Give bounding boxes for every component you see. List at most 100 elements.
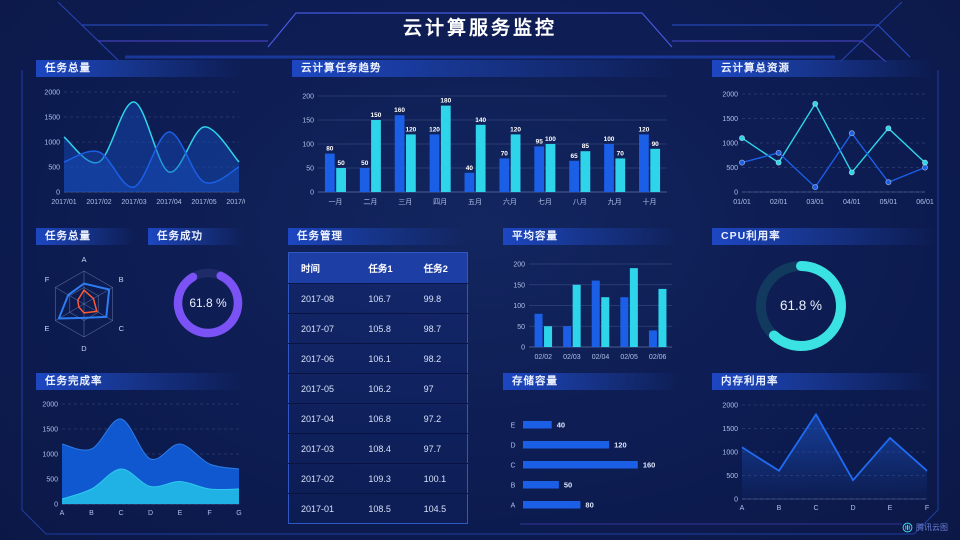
svg-text:三月: 三月 — [398, 198, 412, 206]
svg-text:02/06: 02/06 — [649, 354, 667, 361]
table-row: 2017-04 106.8 97.2 — [288, 403, 468, 434]
svg-text:2000: 2000 — [44, 90, 60, 97]
svg-text:02/04: 02/04 — [592, 354, 610, 361]
svg-text:02/05: 02/05 — [620, 354, 638, 361]
svg-text:D: D — [148, 510, 153, 517]
svg-text:A: A — [740, 505, 745, 512]
task-table[interactable]: 时间 任务1 任务2 2017-08 106.7 99.8 2017-07 105.8 98.7… — [288, 252, 468, 524]
svg-text:50: 50 — [564, 481, 572, 490]
svg-text:02/03: 02/03 — [563, 354, 581, 361]
svg-text:2017/05: 2017/05 — [191, 199, 216, 206]
svg-text:D: D — [81, 344, 87, 353]
table-row: 2017-05 106.2 97 — [288, 373, 468, 404]
panel-completion-area: 任务完成率 0 500 1000 1500 2000 A B C D E F G — [36, 373, 245, 520]
panel-title: 存储容量 — [503, 373, 680, 390]
task-total-line-chart[interactable]: 0 500 1000 1500 2000 2017/01 2017/02 2017/03 201… — [36, 82, 251, 210]
svg-text:100: 100 — [604, 136, 615, 143]
panel-title: 任务总量 — [36, 228, 136, 245]
svg-text:0: 0 — [734, 190, 738, 197]
svg-text:2017/03: 2017/03 — [121, 199, 146, 206]
svg-text:一月: 一月 — [328, 198, 342, 206]
table-cell: 100.1 — [411, 463, 468, 494]
svg-text:150: 150 — [371, 112, 382, 119]
panel-title: 平均容量 — [503, 228, 680, 245]
panel-title: 任务总量 — [36, 60, 245, 77]
panel-cpu-donut: CPU利用率 61.8 % — [712, 228, 935, 365]
avg-capacity-bar-chart[interactable]: 0 50 100 150 200 02/02 02/03 02/04 02/05 02/06 — [503, 250, 680, 365]
svg-text:1500: 1500 — [44, 115, 60, 122]
svg-text:1500: 1500 — [42, 427, 58, 434]
table-cell: 105.8 — [356, 313, 412, 344]
logo-icon — [902, 522, 913, 533]
task-trend-bar-chart[interactable]: 0 50 100 150 200 一月 80 50 二月 50 150 三月 160 120 四月 120 18… — [292, 82, 675, 210]
cloud-resource-line-chart[interactable]: 0 500 1000 1500 2000 01/01 02/01 03/01 04/01 05/0… — [712, 82, 935, 210]
svg-text:G: G — [236, 510, 241, 517]
svg-text:120: 120 — [638, 126, 649, 133]
table-cell: 98.2 — [411, 343, 468, 374]
svg-text:61.8 %: 61.8 % — [780, 298, 822, 313]
svg-text:1500: 1500 — [722, 426, 738, 433]
table-cell: 104.5 — [411, 493, 468, 524]
panel-title: 任务成功 — [148, 228, 245, 245]
table-cell: 97 — [411, 373, 468, 404]
table-cell: 109.3 — [356, 463, 412, 494]
svg-text:03/01: 03/01 — [806, 199, 824, 206]
svg-text:2017/06: 2017/06 — [226, 199, 245, 206]
panel-task-trend-bar: 云计算任务趋势 0 50 100 150 200 一月 80 50 二月 50 150 三月 160 12… — [292, 60, 675, 210]
table-row: 2017-06 106.1 98.2 — [288, 343, 468, 374]
svg-text:C: C — [119, 324, 125, 333]
table-cell: 2017-07 — [288, 313, 357, 344]
table-row: 2017-03 108.4 97.7 — [288, 433, 468, 464]
task-radar-chart[interactable]: A B C D E F — [36, 248, 136, 365]
table-cell: 98.7 — [411, 313, 468, 344]
panel-task-table: 任务管理 时间 任务1 任务2 2017-08 106.7 99.8 2017-07 105.… — [288, 228, 468, 524]
table-cell: 2017-01 — [288, 493, 357, 524]
svg-text:E: E — [178, 510, 183, 517]
table-cell: 2017-05 — [288, 373, 357, 404]
svg-text:40: 40 — [466, 165, 474, 172]
table-cell: 97.2 — [411, 403, 468, 434]
table-cell: 106.7 — [356, 283, 412, 314]
svg-text:E: E — [44, 324, 49, 333]
svg-text:02/02: 02/02 — [535, 354, 553, 361]
panel-avg-capacity-bar: 平均容量 0 50 100 150 200 02/02 02/03 02/04 02/05 02/… — [503, 228, 680, 365]
svg-text:B: B — [511, 483, 516, 490]
svg-text:50: 50 — [306, 166, 314, 173]
svg-text:四月: 四月 — [433, 198, 447, 206]
svg-text:C: C — [510, 463, 515, 470]
panel-memory-line: 内存利用率 0 500 1000 1500 2000 A B C D E F — [712, 373, 935, 515]
table-row: 2017-02 109.3 100.1 — [288, 463, 468, 494]
svg-text:120: 120 — [614, 441, 627, 450]
svg-text:120: 120 — [405, 126, 416, 133]
svg-text:500: 500 — [726, 473, 738, 480]
svg-text:0: 0 — [54, 502, 58, 509]
svg-text:2017/01: 2017/01 — [51, 199, 76, 206]
svg-text:01/01: 01/01 — [733, 199, 751, 206]
column-header: 时间 — [288, 252, 357, 284]
storage-hbar-chart[interactable]: E 40 D 120 C 160 B 50 A 80 — [503, 395, 680, 515]
svg-text:200: 200 — [302, 94, 314, 101]
svg-text:120: 120 — [429, 126, 440, 133]
svg-text:七月: 七月 — [538, 197, 552, 206]
svg-text:F: F — [925, 505, 929, 512]
svg-text:500: 500 — [726, 165, 738, 172]
svg-text:05/01: 05/01 — [880, 199, 898, 206]
svg-text:65: 65 — [570, 153, 578, 160]
cpu-donut-chart[interactable]: 61.8 % — [712, 248, 935, 365]
svg-text:二月: 二月 — [363, 198, 377, 206]
memory-line-chart[interactable]: 0 500 1000 1500 2000 A B C D E F — [712, 395, 935, 515]
svg-text:140: 140 — [475, 117, 486, 124]
table-cell: 106.8 — [356, 403, 412, 434]
table-cell: 2017-02 — [288, 463, 357, 494]
page-title: 云计算服务监控 — [402, 18, 557, 39]
table-cell: 2017-06 — [288, 343, 357, 374]
brand-logo: 腾讯云图 — [902, 522, 948, 533]
svg-text:180: 180 — [440, 98, 451, 105]
svg-text:九月: 九月 — [608, 197, 622, 206]
table-row: 2017-07 105.8 98.7 — [288, 313, 468, 344]
svg-text:C: C — [813, 505, 818, 512]
task-success-donut-chart[interactable]: 61.8 % — [148, 248, 245, 365]
svg-text:150: 150 — [302, 118, 314, 125]
completion-area-chart[interactable]: 0 500 1000 1500 2000 A B C D E F G — [36, 394, 245, 520]
